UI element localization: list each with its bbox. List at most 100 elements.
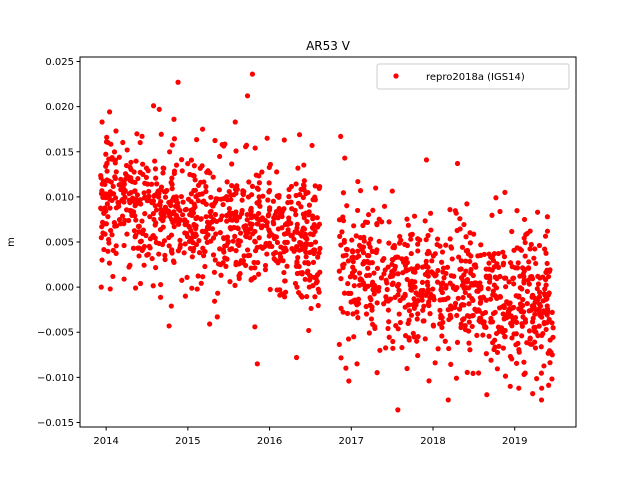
data-point (190, 240, 196, 246)
data-point (404, 365, 410, 372)
data-point (254, 221, 260, 227)
data-point (507, 383, 513, 389)
data-point (414, 338, 420, 344)
data-point (168, 303, 174, 309)
data-point (340, 214, 346, 220)
data-point (376, 238, 382, 244)
data-point (507, 260, 514, 266)
data-point (123, 207, 130, 213)
data-point (365, 252, 371, 259)
data-point (201, 253, 207, 259)
data-point (171, 194, 177, 200)
data-point (542, 233, 549, 239)
data-point (352, 297, 358, 303)
legend-marker (393, 73, 399, 79)
data-point (267, 286, 273, 293)
data-point (374, 370, 380, 376)
data-point (375, 288, 382, 294)
data-point (107, 196, 113, 202)
data-point (143, 174, 149, 181)
data-point (488, 315, 494, 322)
data-point (134, 131, 140, 137)
data-point (452, 208, 458, 214)
data-point (150, 211, 157, 217)
data-point (203, 184, 209, 190)
data-point (315, 286, 321, 292)
data-point (399, 344, 405, 351)
data-point (467, 347, 473, 353)
data-point (107, 205, 113, 211)
data-point (532, 345, 539, 351)
data-point (100, 194, 106, 201)
data-point (166, 243, 172, 249)
data-point (497, 208, 503, 215)
data-point (550, 325, 556, 331)
data-point (386, 219, 392, 225)
data-point (521, 359, 527, 365)
data-point (496, 328, 502, 334)
data-point (454, 227, 460, 234)
data-point (312, 239, 319, 245)
data-point (98, 172, 104, 179)
data-point (179, 168, 185, 174)
data-point (189, 285, 195, 291)
data-point (217, 230, 223, 236)
data-point (402, 304, 408, 310)
data-point (471, 282, 477, 288)
data-point (543, 282, 549, 288)
data-point (119, 213, 126, 219)
data-point (361, 258, 367, 265)
data-point (251, 213, 258, 219)
data-point (369, 279, 376, 285)
data-point (130, 245, 137, 251)
data-point (389, 273, 396, 279)
data-point (282, 278, 288, 284)
data-point (478, 242, 484, 248)
data-point (245, 247, 251, 253)
data-point (203, 188, 209, 195)
data-point (527, 336, 533, 342)
data-point (488, 254, 494, 260)
data-point (429, 258, 435, 264)
data-point (509, 228, 515, 235)
data-point (226, 188, 232, 195)
data-point (300, 225, 306, 231)
data-point (146, 188, 152, 195)
data-point (244, 93, 251, 99)
data-point (365, 212, 372, 218)
data-point (374, 247, 380, 253)
data-point (112, 195, 119, 201)
data-point (521, 274, 527, 280)
data-point (158, 281, 164, 288)
data-point (110, 183, 116, 190)
data-point (477, 300, 483, 306)
data-point (254, 244, 260, 251)
data-point (99, 119, 105, 125)
data-point (470, 312, 476, 319)
data-point (454, 312, 460, 319)
data-point (191, 163, 197, 169)
data-point (277, 211, 284, 217)
data-point (544, 214, 551, 220)
data-point (235, 225, 241, 232)
data-point (203, 228, 209, 234)
data-point (417, 237, 423, 243)
data-point (196, 238, 202, 244)
data-point (549, 352, 555, 358)
data-point (264, 251, 270, 257)
data-point (533, 260, 539, 267)
data-point (246, 179, 252, 185)
data-point (457, 216, 463, 222)
data-point (252, 324, 258, 330)
data-point (162, 189, 169, 195)
data-point (421, 303, 427, 309)
data-point (271, 235, 278, 242)
data-point (410, 269, 417, 275)
data-point (193, 225, 199, 232)
data-point (301, 178, 307, 184)
data-point (521, 268, 527, 274)
data-point (390, 244, 396, 251)
data-point (229, 183, 235, 189)
data-point (514, 319, 520, 325)
data-point (481, 251, 487, 257)
